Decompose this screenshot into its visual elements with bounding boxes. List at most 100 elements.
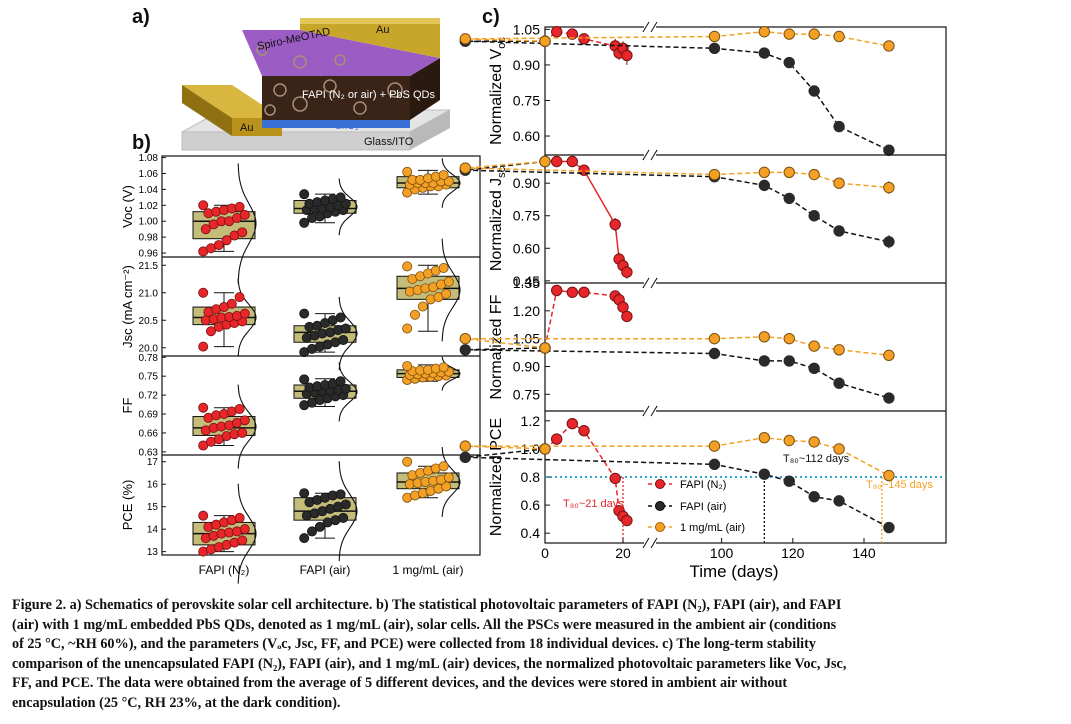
data-point — [566, 28, 578, 40]
y-tick-label: 1.02 — [139, 201, 159, 212]
data-point — [708, 42, 721, 55]
data-point — [609, 218, 621, 231]
data-point — [221, 235, 232, 246]
data-point — [808, 210, 820, 222]
data-point — [566, 417, 578, 430]
data-point — [578, 286, 590, 298]
device-schematic: Au Spiro-MeOTAD FAPI (N₂ or air) + PbS Q… — [181, 18, 451, 151]
data-point — [808, 340, 820, 352]
data-point — [551, 26, 563, 38]
data-point — [237, 227, 248, 238]
data-point — [578, 33, 590, 45]
data-point — [198, 287, 209, 298]
data-point — [566, 155, 578, 168]
data-point — [883, 392, 895, 404]
data-point — [237, 535, 248, 546]
figure-canvas: Au Spiro-MeOTAD FAPI (N₂ or air) + PbS Q… — [120, 18, 947, 584]
data-point — [833, 120, 845, 133]
data-point — [198, 402, 209, 413]
data-point — [883, 469, 895, 482]
absorber-front — [262, 76, 410, 120]
label-sno2: SnO₂ — [335, 121, 359, 132]
data-point — [226, 298, 237, 309]
caption-line: comparison of the unencapsulated FAPI (N… — [12, 655, 847, 672]
y-tick-label: 1.00 — [139, 217, 159, 228]
y-tick-label: 20.0 — [139, 343, 159, 354]
x-tick-label: 0 — [541, 545, 549, 561]
data-point — [438, 262, 449, 273]
data-point — [299, 488, 310, 499]
data-point — [234, 292, 245, 303]
data-point — [758, 355, 771, 367]
y-tick-label: 1.20 — [513, 303, 540, 319]
data-point — [198, 341, 209, 352]
data-point — [335, 376, 346, 387]
data-point — [299, 308, 310, 319]
data-point — [833, 377, 845, 389]
data-point — [758, 26, 771, 38]
y-tick-label: 17 — [147, 457, 159, 468]
caption-line: FF, and PCE. The data were obtained from… — [12, 675, 788, 692]
data-point — [402, 456, 413, 467]
distribution-curve — [237, 483, 257, 584]
data-point — [438, 170, 449, 181]
y-axis-label: PCE (%) — [120, 480, 135, 531]
panel-c-frame — [544, 26, 947, 544]
data-point — [335, 192, 346, 203]
data-point — [833, 495, 845, 507]
y-tick-label: 0.63 — [139, 447, 159, 458]
label-au-top: Au — [376, 24, 389, 36]
y-axis-label: Normalized PCE — [488, 418, 505, 536]
axis-break-gap — [644, 150, 656, 160]
data-point — [808, 362, 820, 375]
data-point — [299, 533, 310, 544]
category-label-fapi-air: FAPI (air) — [300, 563, 351, 577]
annotation-label: T₈₀~145 days — [866, 479, 933, 491]
legend-marker-1mgml-air — [655, 522, 665, 532]
data-point — [402, 361, 413, 372]
data-point — [808, 436, 820, 448]
annotation-label: T₈₀~112 days — [783, 453, 850, 465]
absorber-side — [410, 58, 440, 120]
y-tick-label: 13 — [147, 547, 159, 558]
spiro-layer — [242, 30, 440, 76]
y-tick-label: 15 — [147, 502, 159, 513]
distribution-curve — [441, 238, 461, 342]
time-axis-label: Time (days) — [689, 562, 778, 581]
y-tick-label: 1.05 — [513, 331, 540, 347]
data-point — [340, 499, 351, 510]
data-point — [621, 49, 633, 62]
au-top-layer — [300, 18, 440, 58]
y-tick-label: 0.96 — [139, 249, 159, 260]
y-tick-label: 21.0 — [139, 288, 159, 299]
data-point — [783, 56, 795, 69]
data-point — [783, 355, 795, 367]
data-point — [198, 200, 209, 211]
y-tick-label: 0.90 — [513, 358, 540, 374]
data-point — [402, 323, 413, 334]
legend-label-fapi-n2: FAPI (N₂) — [680, 479, 726, 491]
distribution-curve — [441, 446, 461, 517]
distribution-curve — [338, 296, 358, 371]
data-point — [402, 261, 413, 272]
y-tick-label: 1.05 — [513, 21, 540, 37]
y-tick-label: 0.4 — [521, 525, 541, 541]
data-point — [299, 374, 310, 385]
y-tick-label: 0.72 — [139, 391, 159, 402]
data-point — [539, 35, 551, 47]
sno2-layer — [262, 120, 410, 128]
distribution-curve — [441, 158, 461, 208]
data-point — [621, 266, 633, 278]
data-point — [441, 481, 452, 492]
y-tick-label: 21.5 — [139, 261, 159, 272]
data-point — [758, 431, 771, 444]
legend-marker-fapi-n2 — [655, 479, 665, 489]
y-tick-label: 1.2 — [521, 413, 541, 429]
data-point — [234, 201, 245, 212]
data-point — [708, 458, 721, 471]
data-point — [758, 179, 771, 192]
y-tick-label: 14 — [147, 525, 159, 536]
axis-break-mark — [642, 277, 650, 289]
axis-break-mark — [642, 405, 650, 417]
